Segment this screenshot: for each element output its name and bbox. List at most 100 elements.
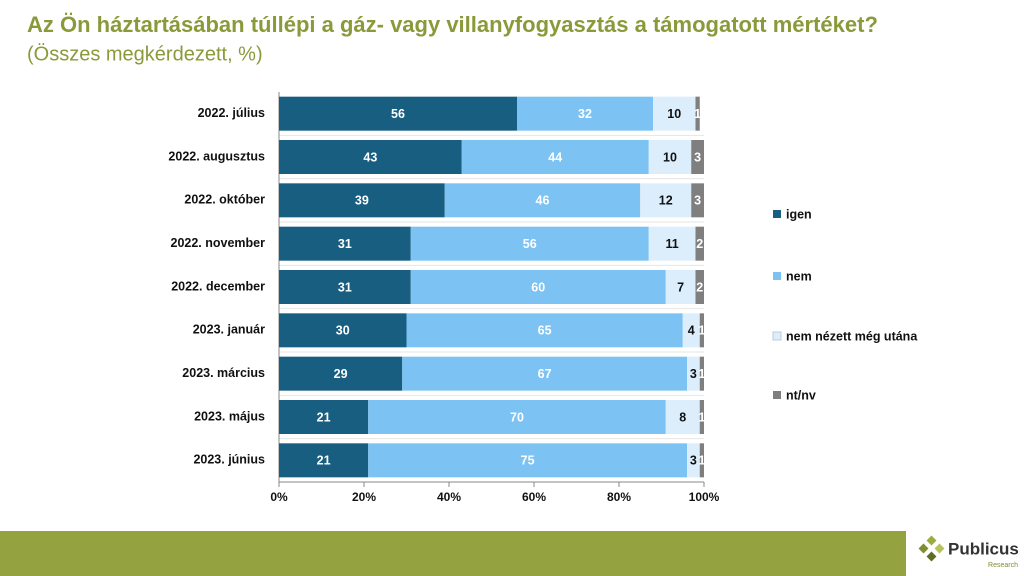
bar-segment — [699, 400, 704, 434]
bar-segment — [687, 443, 700, 478]
value-label: 2 — [696, 237, 703, 251]
value-label: 70 — [510, 410, 524, 424]
bar-segment — [279, 183, 445, 218]
value-label: 60 — [531, 280, 545, 294]
x-tick-label: 100% — [689, 490, 720, 504]
value-label: 75 — [521, 454, 535, 468]
legend-swatch — [773, 210, 781, 218]
value-label: 10 — [667, 107, 681, 121]
bar-segment — [279, 96, 517, 131]
value-label: 67 — [538, 367, 552, 381]
value-label: 39 — [355, 194, 369, 208]
chart-subtitle: (Összes megkérdezett, %) — [27, 43, 263, 65]
value-label: 8 — [679, 410, 686, 424]
bar-segment — [279, 443, 369, 478]
value-label: 7 — [677, 280, 684, 294]
bar-segment — [406, 313, 683, 348]
bar-segment — [665, 270, 696, 304]
legend-label: igen — [786, 207, 812, 221]
bar-segment — [648, 226, 696, 261]
logo-name: Publicus — [948, 539, 1019, 558]
chart-title: Az Ön háztartásában túllépi a gáz- vagy … — [27, 12, 878, 37]
y-tick-label: 2022. augusztus — [168, 149, 265, 163]
legend-label: nem — [786, 269, 812, 283]
value-label: 21 — [317, 410, 331, 424]
x-tick-label: 0% — [270, 490, 288, 504]
value-label: 1 — [698, 454, 705, 468]
bar-segment — [699, 313, 704, 348]
bar-segment — [687, 356, 700, 391]
value-label: 46 — [536, 194, 550, 208]
y-tick-label: 2022. július — [198, 106, 265, 120]
value-label: 1 — [698, 324, 705, 338]
y-tick-label: 2023. január — [193, 323, 265, 337]
value-label: 56 — [523, 237, 537, 251]
bar-segment — [279, 226, 411, 261]
bar-segment — [368, 400, 666, 434]
bar-segment — [410, 226, 649, 261]
logo-box — [906, 531, 1024, 576]
bar-segment — [461, 140, 649, 174]
bar-segment — [648, 140, 692, 174]
y-tick-label: 2022. november — [171, 236, 266, 250]
value-label: 4 — [688, 324, 695, 338]
bar-segment — [410, 270, 666, 304]
y-tick-label: 2023. június — [193, 453, 265, 467]
bar-segment — [279, 356, 403, 391]
value-label: 65 — [538, 324, 552, 338]
value-label: 12 — [659, 194, 673, 208]
x-tick-label: 60% — [522, 490, 546, 504]
bar-segment — [402, 356, 687, 391]
value-label: 3 — [694, 194, 701, 208]
y-tick-label: 2023. március — [182, 366, 265, 380]
value-label: 30 — [336, 324, 350, 338]
logo-sub: Research — [988, 562, 1018, 569]
bar-segment — [653, 96, 696, 131]
bar-segment — [640, 183, 692, 218]
value-label: 1 — [698, 367, 705, 381]
value-label: 3 — [690, 367, 697, 381]
bar-segment — [279, 270, 411, 304]
legend-label: nt/nv — [786, 388, 816, 402]
bar-segment — [279, 400, 369, 434]
bar-segment — [691, 140, 704, 174]
x-tick-label: 80% — [607, 490, 631, 504]
value-label: 21 — [317, 454, 331, 468]
logo-icon — [918, 535, 945, 562]
bar-segment — [682, 313, 700, 348]
y-tick-label: 2022. december — [171, 279, 265, 293]
bar-segment — [444, 183, 641, 218]
value-label: 3 — [690, 454, 697, 468]
bar-segment — [695, 270, 704, 304]
bar-segment — [699, 443, 704, 478]
legend-label: nem nézett még utána — [786, 329, 918, 343]
y-tick-label: 2022. október — [184, 193, 265, 207]
value-label: 3 — [694, 150, 701, 164]
value-label: 1 — [698, 410, 705, 424]
value-label: 31 — [338, 280, 352, 294]
value-label: 56 — [391, 107, 405, 121]
bar-segment — [279, 140, 462, 174]
bar-segment — [699, 356, 704, 391]
x-tick-label: 40% — [437, 490, 461, 504]
value-label: 32 — [578, 107, 592, 121]
value-label: 1 — [694, 107, 701, 121]
value-label: 10 — [663, 150, 677, 164]
bar-segment — [695, 96, 700, 131]
value-label: 31 — [338, 237, 352, 251]
value-label: 43 — [363, 150, 377, 164]
legend-swatch — [773, 391, 781, 399]
legend-swatch — [772, 331, 782, 341]
value-label: 2 — [696, 280, 703, 294]
legend-swatch — [773, 272, 781, 280]
footer-band — [0, 531, 1024, 576]
bar-segment — [691, 183, 704, 218]
bar-segment — [368, 443, 687, 478]
bar-segment — [665, 400, 700, 434]
y-tick-label: 2023. május — [194, 409, 265, 423]
x-tick-label: 20% — [352, 490, 376, 504]
value-label: 29 — [334, 367, 348, 381]
bar-segment — [517, 96, 653, 131]
value-label: 11 — [666, 237, 679, 251]
